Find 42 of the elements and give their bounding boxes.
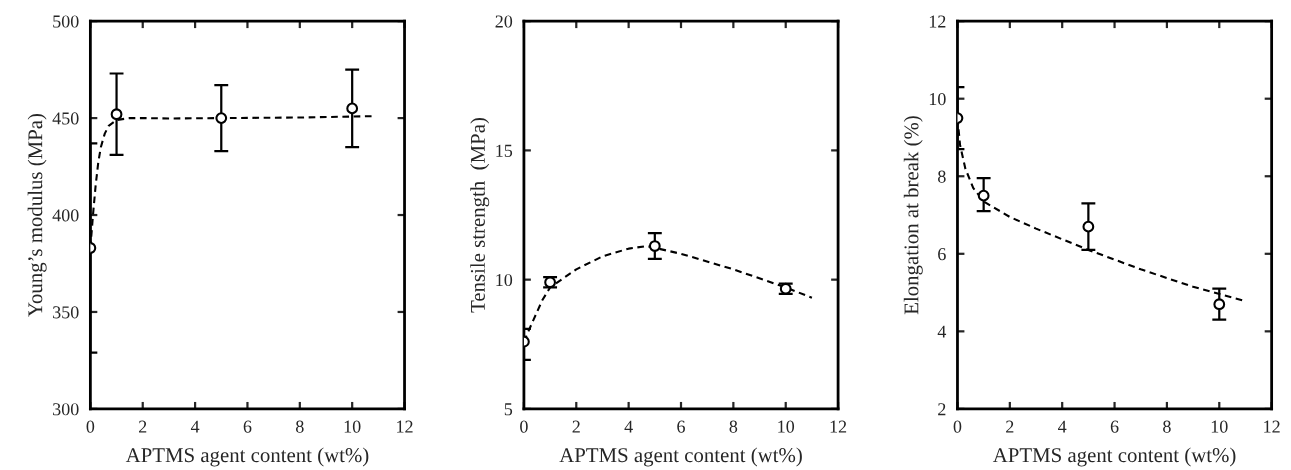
- x-tick-label: 12: [830, 420, 847, 433]
- x-tick-label: 6: [243, 420, 252, 433]
- x-axis-title: APTMS agent content (wt%): [125, 447, 369, 467]
- x-tick-label: 12: [1264, 420, 1280, 433]
- y-tick-label: 15: [496, 144, 513, 157]
- y-tick-label: 300: [53, 403, 79, 416]
- x-tick-label: 8: [729, 420, 738, 433]
- y-tick-label: 10: [496, 273, 513, 287]
- x-tick-label: 0: [953, 420, 962, 433]
- y-axis-title: Tensile strength (MPa): [470, 118, 490, 313]
- x-tick-label: 2: [572, 420, 580, 433]
- x-tick-label: 0: [86, 420, 95, 433]
- x-axis-title: APTMS agent content (wt%): [992, 447, 1236, 467]
- x-tick-label: 10: [344, 420, 361, 433]
- y-tick-label: 350: [53, 306, 79, 319]
- y-tick-label: 20: [495, 15, 513, 28]
- y-tick-label: 400: [52, 209, 79, 222]
- x-tick-label: 8: [295, 420, 304, 433]
- y-tick-label: 10: [929, 92, 946, 106]
- y-tick-label: 8: [938, 170, 946, 183]
- x-tick-label: 8: [1163, 420, 1171, 433]
- y-axis-title: Elongation at break (%): [903, 116, 923, 315]
- x-tick-label: 6: [677, 420, 685, 433]
- x-tick-label: 6: [1110, 420, 1119, 433]
- x-tick-label: 4: [624, 420, 633, 433]
- x-tick-label: 0: [520, 420, 528, 433]
- x-tick-label: 10: [1211, 420, 1228, 433]
- x-tick-label: 10: [778, 420, 795, 433]
- x-tick-label: 4: [1058, 420, 1067, 433]
- y-tick-label: 12: [929, 15, 946, 28]
- y-tick-label: 500: [53, 15, 79, 28]
- y-tick-label: 450: [52, 112, 79, 125]
- y-tick-label: 2: [938, 403, 946, 416]
- x-axis-title: APTMS agent content (wt%): [559, 447, 802, 467]
- y-axis-title: Young’s modulus (MPa): [27, 113, 47, 317]
- x-tick-label: 12: [397, 420, 413, 433]
- x-tick-label: 2: [139, 420, 147, 433]
- x-tick-label: 4: [190, 420, 200, 433]
- y-tick-label: 4: [937, 325, 947, 338]
- y-tick-label: 6: [938, 248, 946, 261]
- y-tick-label: 5: [504, 403, 513, 416]
- x-tick-label: 2: [1006, 420, 1014, 433]
